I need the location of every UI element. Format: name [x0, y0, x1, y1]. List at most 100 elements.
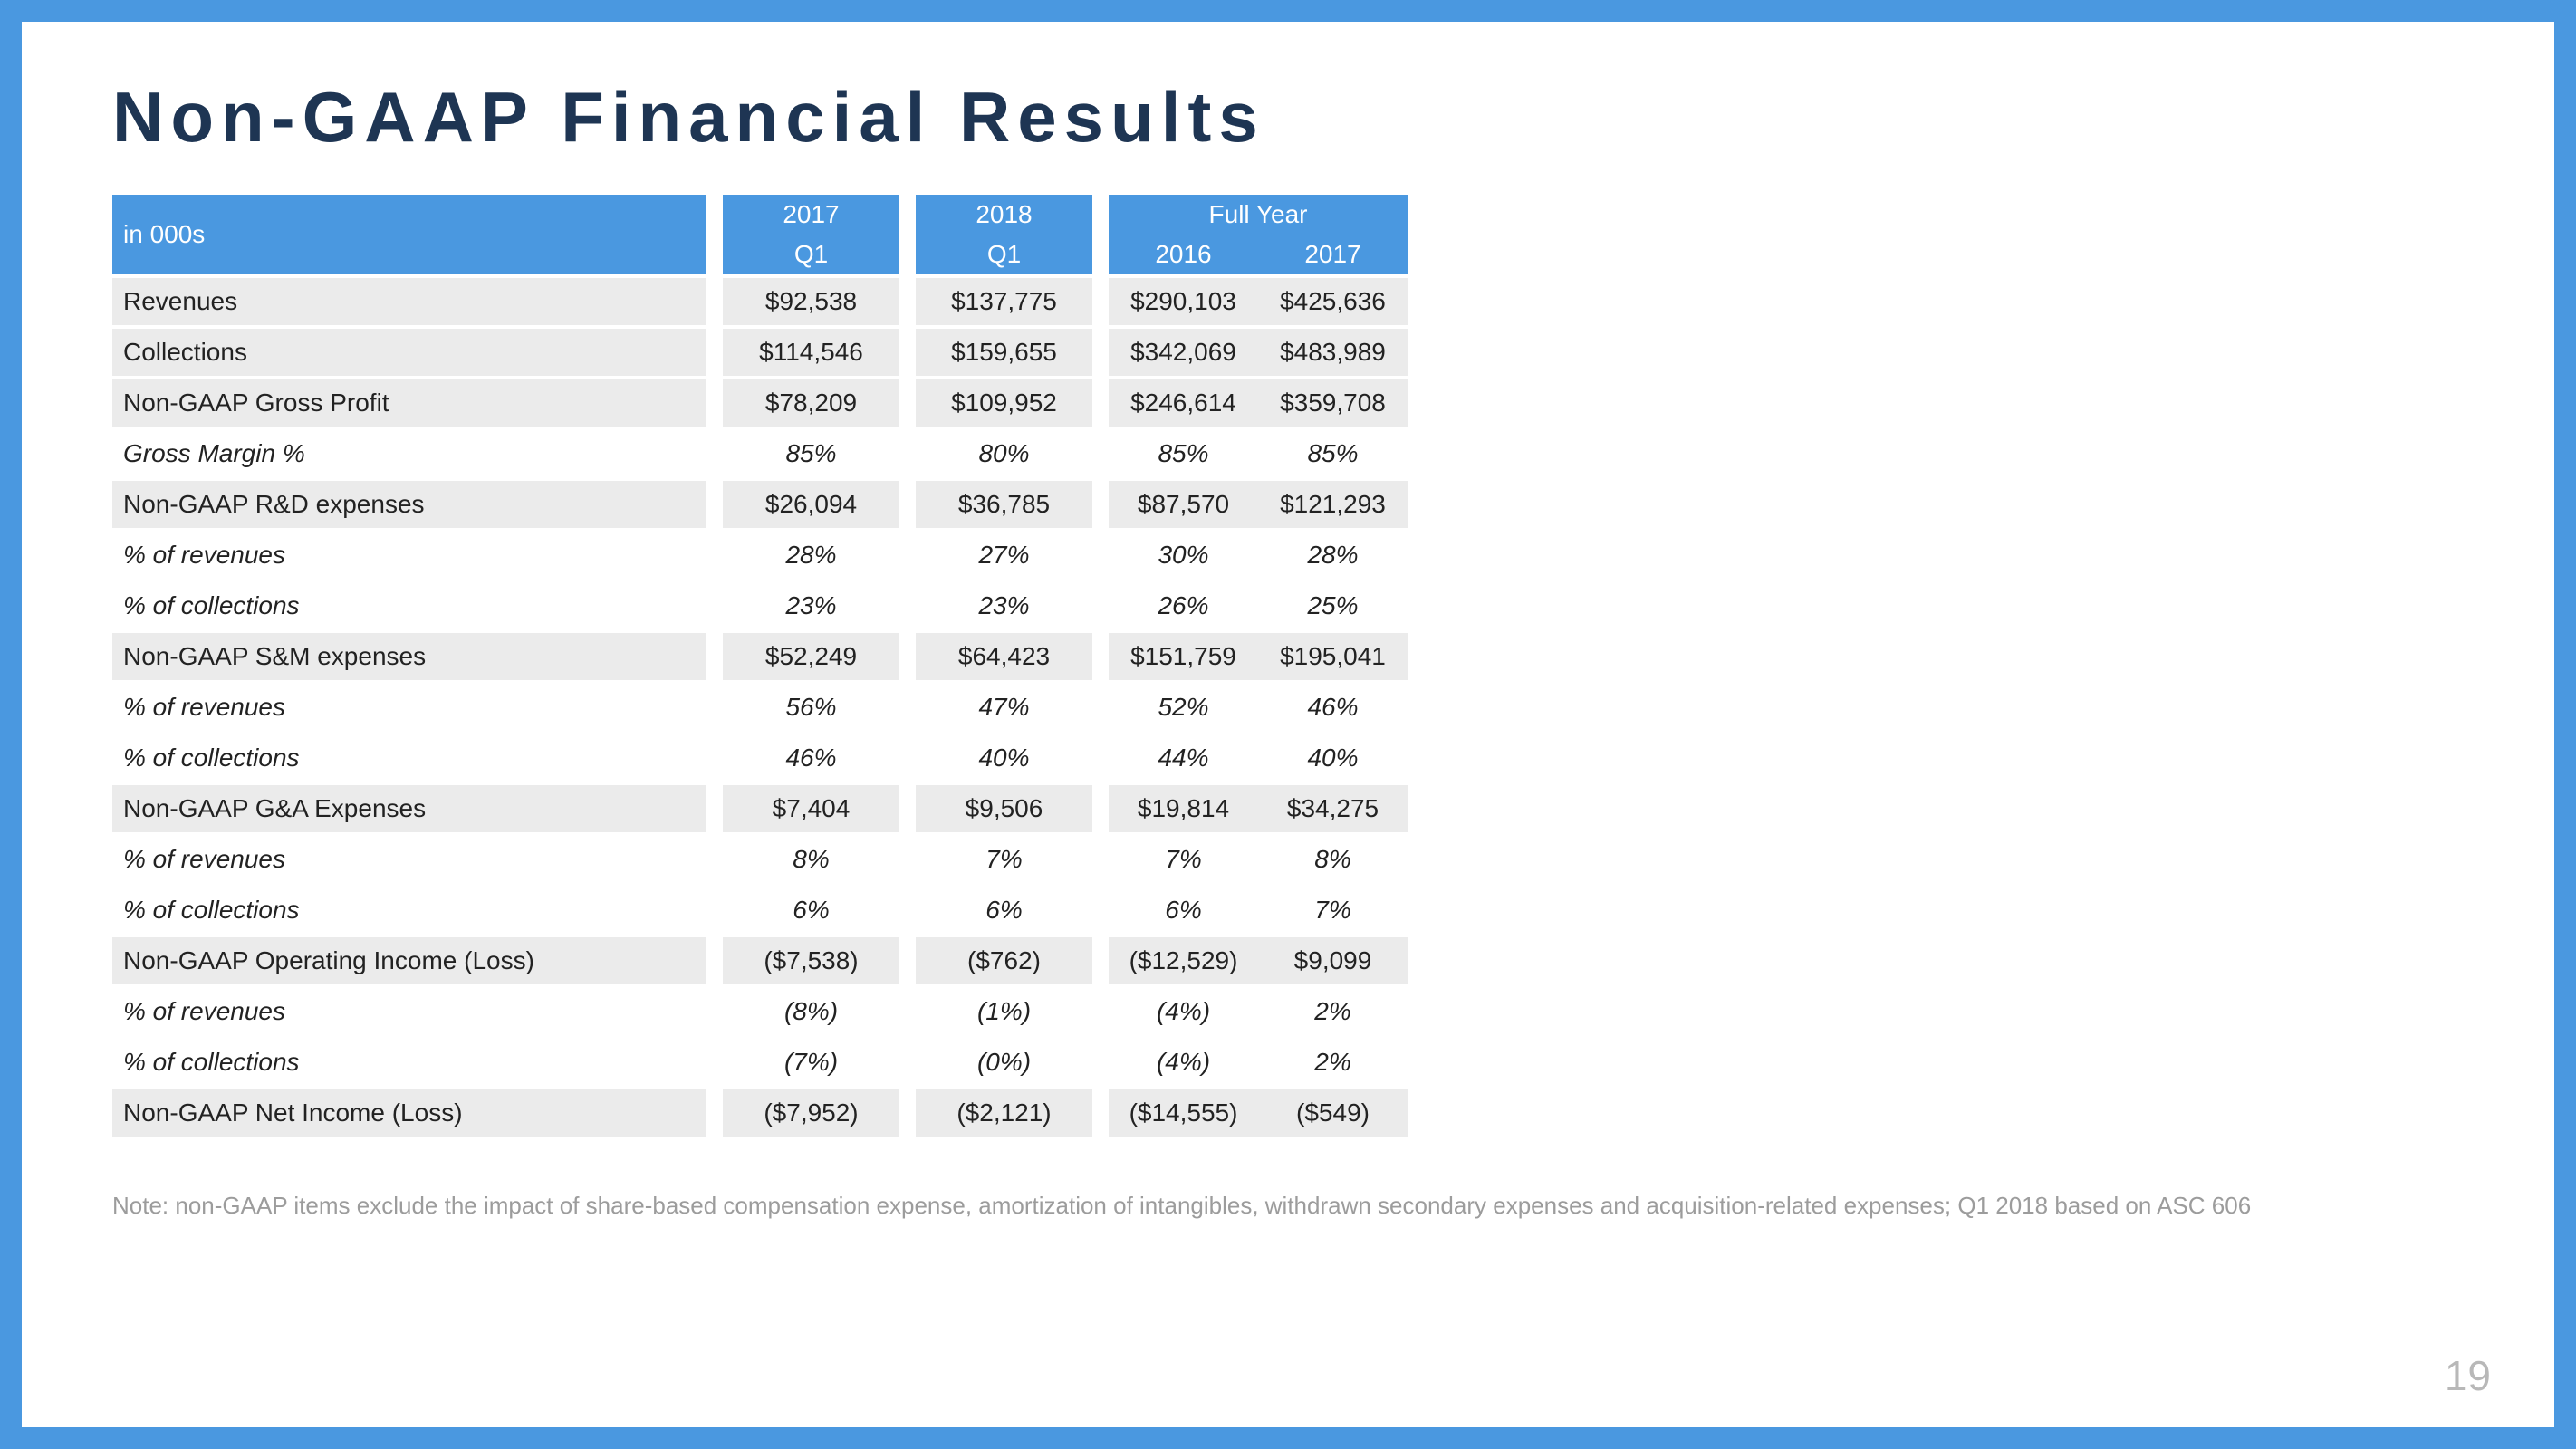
table-body: Revenues$92,538$137,775$290,103$425,636C…	[112, 274, 1408, 1137]
cell-gap	[899, 629, 916, 680]
cell-2017-q1: 46%	[723, 731, 899, 782]
cell-2017-q1: $7,404	[723, 782, 899, 832]
cell-2018-q1: $36,785	[916, 477, 1092, 528]
cell-gap	[899, 1035, 916, 1086]
cell-fy-2016: $19,814	[1109, 782, 1258, 832]
row-label: Revenues	[112, 274, 706, 325]
cell-2018-q1: 80%	[916, 427, 1092, 477]
cell-2018-q1: 27%	[916, 528, 1092, 579]
cell-fy-2016: 6%	[1109, 883, 1258, 934]
cell-fy-2016: (4%)	[1109, 984, 1258, 1035]
cell-gap	[1092, 427, 1109, 477]
cell-gap	[899, 579, 916, 629]
row-label: % of revenues	[112, 984, 706, 1035]
cell-2017-q1: 56%	[723, 680, 899, 731]
cell-gap	[706, 579, 723, 629]
cell-gap	[1092, 1035, 1109, 1086]
slide: Non-GAAP Financial Results in 000s 2017	[0, 0, 2576, 1449]
cell-fy-2016: $290,103	[1109, 274, 1258, 325]
cell-2018-q1: $64,423	[916, 629, 1092, 680]
cell-gap	[899, 325, 916, 376]
cell-gap	[1092, 477, 1109, 528]
cell-gap	[1092, 274, 1109, 325]
cell-gap	[899, 376, 916, 427]
cell-2018-q1: 7%	[916, 832, 1092, 883]
cell-gap	[706, 376, 723, 427]
table-row: Collections$114,546$159,655$342,069$483,…	[112, 325, 1408, 376]
cell-fy-2016: 7%	[1109, 832, 1258, 883]
header-2017: 2017	[723, 195, 899, 235]
cell-fy-2016: 52%	[1109, 680, 1258, 731]
table-row: % of collections6%6%6%7%	[112, 883, 1408, 934]
cell-2017-q1: (8%)	[723, 984, 899, 1035]
cell-2017-q1: 6%	[723, 883, 899, 934]
cell-gap	[706, 782, 723, 832]
cell-gap	[706, 629, 723, 680]
cell-gap	[706, 1035, 723, 1086]
cell-2018-q1: $9,506	[916, 782, 1092, 832]
cell-gap	[706, 883, 723, 934]
cell-gap	[899, 782, 916, 832]
cell-2018-q1: (0%)	[916, 1035, 1092, 1086]
cell-gap	[899, 680, 916, 731]
cell-gap	[1092, 731, 1109, 782]
row-label: Collections	[112, 325, 706, 376]
row-label: Gross Margin %	[112, 427, 706, 477]
cell-fy-2017: 28%	[1258, 528, 1408, 579]
cell-fy-2017: 25%	[1258, 579, 1408, 629]
cell-2017-q1: ($7,952)	[723, 1086, 899, 1137]
cell-2018-q1: 23%	[916, 579, 1092, 629]
cell-gap	[706, 680, 723, 731]
cell-fy-2017: 85%	[1258, 427, 1408, 477]
cell-fy-2016: 30%	[1109, 528, 1258, 579]
cell-fy-2016: $342,069	[1109, 325, 1258, 376]
cell-fy-2016: ($12,529)	[1109, 934, 1258, 984]
cell-fy-2017: 40%	[1258, 731, 1408, 782]
cell-gap	[899, 984, 916, 1035]
cell-2018-q1: 6%	[916, 883, 1092, 934]
cell-fy-2017: 2%	[1258, 984, 1408, 1035]
header-full-year: Full Year	[1109, 195, 1408, 235]
row-label: % of collections	[112, 731, 706, 782]
cell-gap	[1092, 934, 1109, 984]
cell-fy-2016: 85%	[1109, 427, 1258, 477]
cell-gap	[1092, 376, 1109, 427]
cell-2018-q1: $137,775	[916, 274, 1092, 325]
cell-fy-2016: $151,759	[1109, 629, 1258, 680]
row-label: % of collections	[112, 883, 706, 934]
cell-2018-q1: 40%	[916, 731, 1092, 782]
row-label: Non-GAAP S&M expenses	[112, 629, 706, 680]
row-label: Non-GAAP Gross Profit	[112, 376, 706, 427]
financial-table-wrap: in 000s 2017 2018 Full Year Q1 Q1 2016 2…	[112, 195, 1408, 1137]
table-row: % of collections(7%)(0%)(4%)2%	[112, 1035, 1408, 1086]
cell-2017-q1: $26,094	[723, 477, 899, 528]
cell-gap	[1092, 883, 1109, 934]
cell-fy-2017: $9,099	[1258, 934, 1408, 984]
cell-fy-2017: 7%	[1258, 883, 1408, 934]
table-row: % of collections23%23%26%25%	[112, 579, 1408, 629]
cell-fy-2016: (4%)	[1109, 1035, 1258, 1086]
header-gap	[706, 195, 723, 274]
cell-gap	[899, 934, 916, 984]
cell-fy-2017: $359,708	[1258, 376, 1408, 427]
cell-gap	[899, 427, 916, 477]
cell-fy-2017: $195,041	[1258, 629, 1408, 680]
cell-2017-q1: 8%	[723, 832, 899, 883]
table-row: Non-GAAP Gross Profit$78,209$109,952$246…	[112, 376, 1408, 427]
footnote: Note: non-GAAP items exclude the impact …	[112, 1191, 2431, 1222]
cell-gap	[1092, 680, 1109, 731]
page-title: Non-GAAP Financial Results	[112, 76, 2464, 158]
table-row: Revenues$92,538$137,775$290,103$425,636	[112, 274, 1408, 325]
financial-table: in 000s 2017 2018 Full Year Q1 Q1 2016 2…	[112, 195, 1408, 1137]
cell-2017-q1: $114,546	[723, 325, 899, 376]
cell-fy-2017: $483,989	[1258, 325, 1408, 376]
cell-gap	[899, 832, 916, 883]
table-header: in 000s 2017 2018 Full Year Q1 Q1 2016 2…	[112, 195, 1408, 274]
cell-fy-2017: $121,293	[1258, 477, 1408, 528]
cell-fy-2017: $425,636	[1258, 274, 1408, 325]
table-row: % of revenues56%47%52%46%	[112, 680, 1408, 731]
row-label: % of collections	[112, 579, 706, 629]
cell-gap	[899, 731, 916, 782]
cell-gap	[706, 984, 723, 1035]
row-label: Non-GAAP G&A Expenses	[112, 782, 706, 832]
